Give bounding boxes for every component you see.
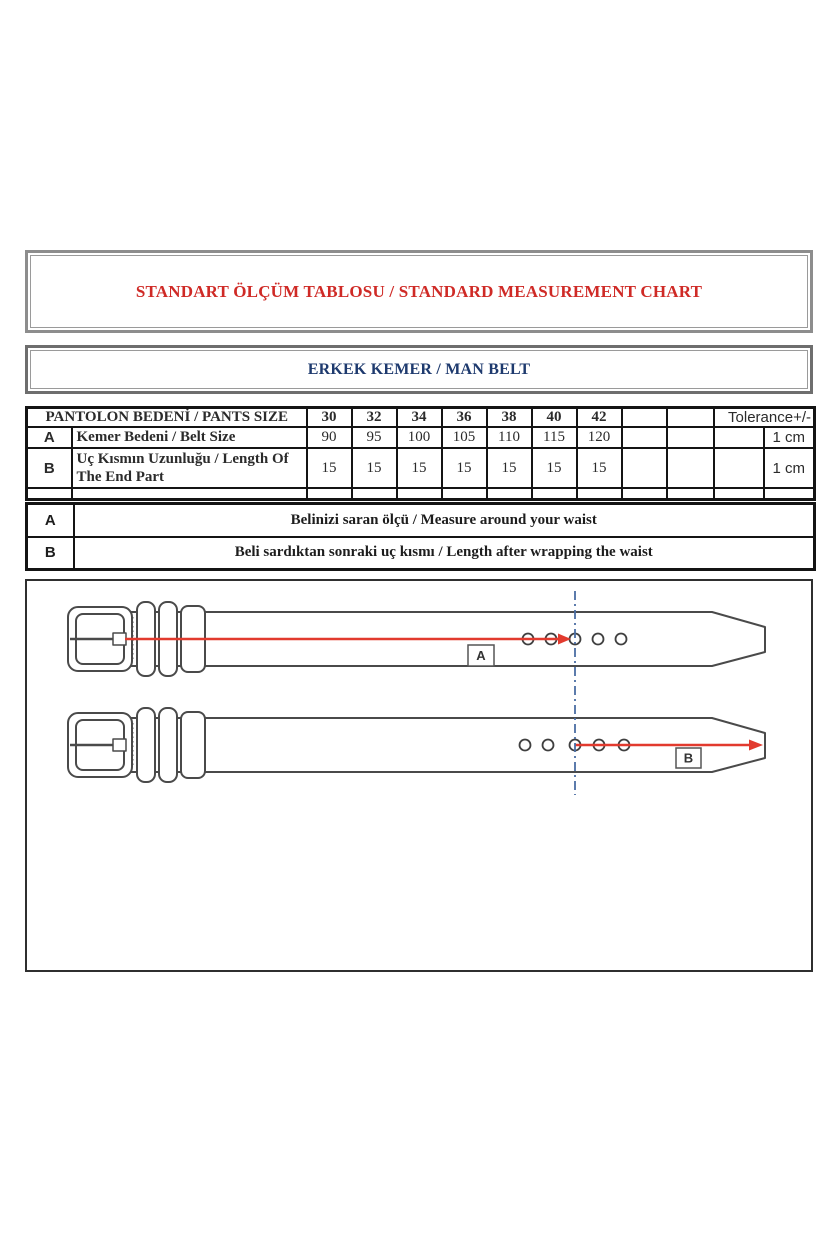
empty-cell xyxy=(620,406,668,428)
belt-b-keeper xyxy=(180,711,206,779)
value-cell: 110 xyxy=(485,426,533,449)
tolerance-value: 1 cm xyxy=(762,447,816,489)
value-cell: 115 xyxy=(530,426,578,449)
value-cell: 90 xyxy=(305,426,353,449)
subtitle-box: ERKEK KEMER / MAN BELT xyxy=(25,345,813,394)
belt-b-letter: B xyxy=(684,751,693,766)
title-box: STANDART ÖLÇÜM TABLOSU / STANDARD MEASUR… xyxy=(25,250,813,333)
value-cell: 95 xyxy=(350,426,398,449)
measure-a-arrow xyxy=(125,633,571,645)
size-header-cell: 32 xyxy=(350,406,398,428)
value-cell: 15 xyxy=(305,447,353,489)
end-part-row: B Uç Kısmın Uzunluğu / Length Of The End… xyxy=(25,447,816,489)
pants-size-header: PANTOLON BEDENİ / PANTS SIZE xyxy=(25,406,308,428)
empty-cell xyxy=(665,426,715,449)
measure-b-arrow xyxy=(575,739,763,751)
belt-size-row: A Kemer Bedeni / Belt Size 90 95 100 105… xyxy=(25,426,816,449)
tolerance-value: 1 cm xyxy=(762,426,816,449)
value-cell: 15 xyxy=(530,447,578,489)
legend-key: A xyxy=(25,502,75,538)
belt-b-prong-tip xyxy=(112,738,127,752)
size-header-cell: 40 xyxy=(530,406,578,428)
value-cell: 15 xyxy=(350,447,398,489)
value-cell: 105 xyxy=(440,426,488,449)
row-label: Kemer Bedeni / Belt Size xyxy=(70,426,308,449)
value-cell: 120 xyxy=(575,426,623,449)
legend-key: B xyxy=(25,535,75,571)
legend-text: Beli sardıktan sonraki uç kısmı / Length… xyxy=(72,535,816,571)
arrow-head-icon xyxy=(558,633,571,645)
value-cell: 15 xyxy=(575,447,623,489)
empty-cell xyxy=(665,406,715,428)
legend-text: Belinizi saran ölçü / Measure around you… xyxy=(72,502,816,538)
value-cell: 15 xyxy=(440,447,488,489)
belt-b-loop xyxy=(136,707,156,783)
size-header-cell: 38 xyxy=(485,406,533,428)
value-cell: 15 xyxy=(485,447,533,489)
belt-b-drawing xyxy=(67,707,766,783)
size-header-cell: 36 xyxy=(440,406,488,428)
value-cell: 15 xyxy=(395,447,443,489)
product-category-title: ERKEK KEMER / MAN BELT xyxy=(307,360,531,378)
belt-diagram-box: A xyxy=(25,579,813,972)
arrow-head-icon xyxy=(749,739,763,751)
size-table-header-row: PANTOLON BEDENİ / PANTS SIZE 30 32 34 36… xyxy=(25,406,816,428)
value-cell: 100 xyxy=(395,426,443,449)
belt-a-prong-tip xyxy=(112,632,127,646)
tolerance-header: Tolerance+/- xyxy=(712,406,816,428)
legend-table: A Belinizi saran ölçü / Measure around y… xyxy=(25,502,816,571)
empty-cell xyxy=(665,447,715,489)
legend-row-b: B Beli sardıktan sonraki uç kısmı / Leng… xyxy=(25,535,816,571)
row-key: A xyxy=(25,426,73,449)
belt-a-letter: A xyxy=(476,648,486,663)
size-table: PANTOLON BEDENİ / PANTS SIZE 30 32 34 36… xyxy=(25,406,816,501)
size-header-cell: 34 xyxy=(395,406,443,428)
empty-cell xyxy=(712,447,765,489)
empty-cell xyxy=(620,447,668,489)
legend-row-a: A Belinizi saran ölçü / Measure around y… xyxy=(25,502,816,538)
empty-cell xyxy=(620,426,668,449)
size-header-cell: 30 xyxy=(305,406,353,428)
page-title: STANDART ÖLÇÜM TABLOSU / STANDARD MEASUR… xyxy=(135,281,703,301)
belt-b-loop xyxy=(158,707,178,783)
empty-row xyxy=(25,487,816,500)
belt-b-label: B xyxy=(675,747,702,769)
belt-diagram: A xyxy=(67,591,766,795)
row-label: Uç Kısmın Uzunluğu / Length Of The End P… xyxy=(70,447,308,489)
row-key: B xyxy=(25,447,73,489)
empty-cell xyxy=(712,426,765,449)
belt-a-label: A xyxy=(467,644,495,667)
size-header-cell: 42 xyxy=(575,406,623,428)
